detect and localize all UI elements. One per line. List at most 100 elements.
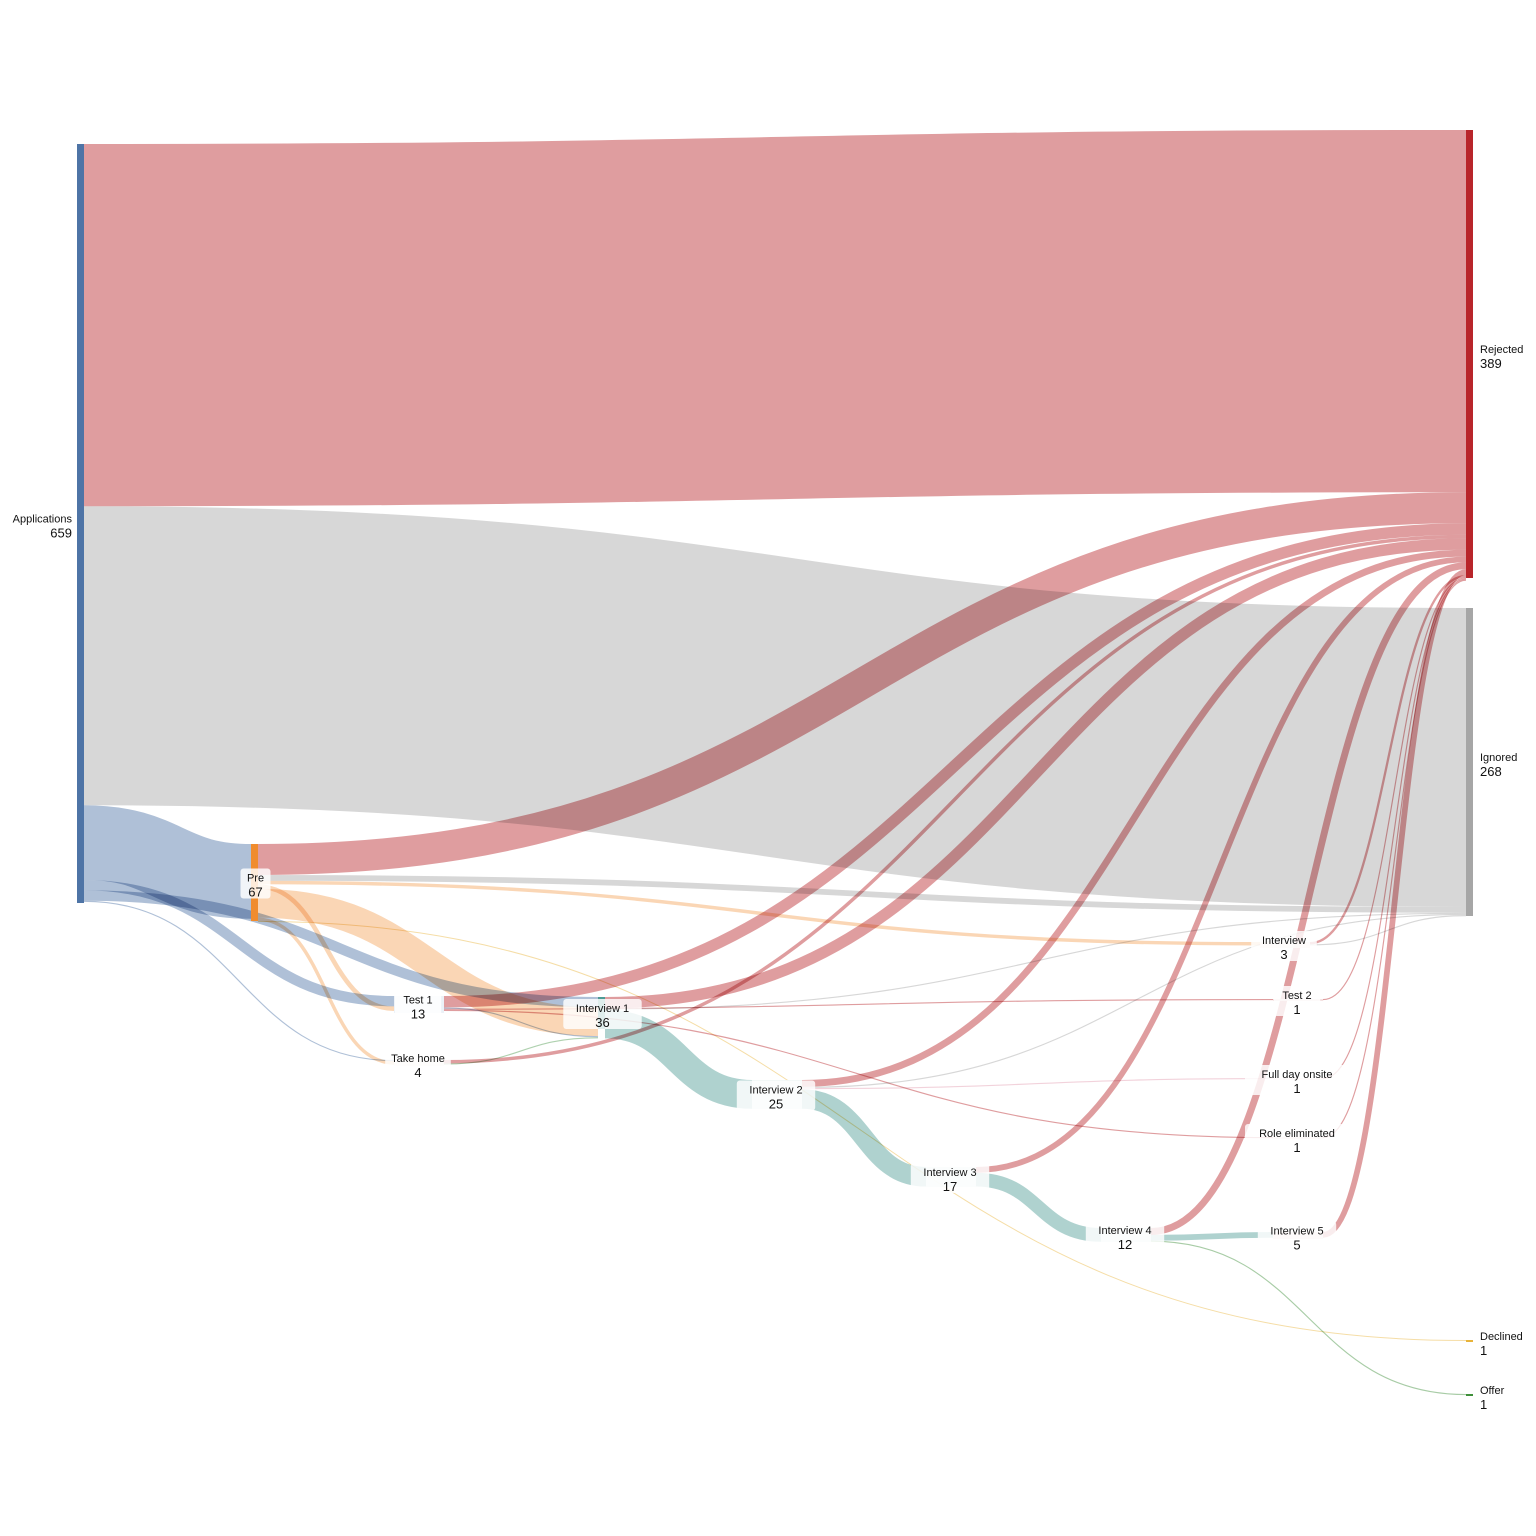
- node-name-roleelim: Role eliminated: [1259, 1128, 1335, 1140]
- node-declined[interactable]: [1466, 1340, 1473, 1342]
- node-rejected[interactable]: [1466, 130, 1473, 578]
- link-applications-to-rejected: [83, 130, 1467, 507]
- link-applications-to-ignored: [83, 506, 1467, 907]
- link-test1-to-rejected: [443, 523, 1467, 1008]
- node-value-test1: 13: [411, 1007, 425, 1022]
- node-applications[interactable]: [77, 144, 84, 903]
- node-label-bg-interview4: [1085, 1221, 1165, 1251]
- link-fullday-to-rejected: [1322, 578, 1467, 1080]
- sankey-labels: Applications659Rejected389Ignored268Pre6…: [13, 344, 1524, 1412]
- link-interview3-to-interview4: [975, 1172, 1102, 1242]
- node-label-bg-interview3: [910, 1163, 990, 1193]
- node-name-pre: Pre: [247, 873, 264, 885]
- node-label-bg-roleelim: [1245, 1124, 1349, 1154]
- node-label-bg-test2: [1273, 986, 1321, 1016]
- node-label-bg-test1: [394, 990, 442, 1021]
- link-pre-to-takehome: [257, 917, 395, 1065]
- link-interview4-to-interview5: [1150, 1232, 1274, 1241]
- node-name-declined: Declined: [1480, 1331, 1523, 1343]
- node-value-rejected: 389: [1480, 356, 1502, 371]
- node-name-rejected: Rejected: [1480, 344, 1523, 356]
- node-value-declined: 1: [1480, 1343, 1487, 1358]
- node-label-bg-fullday: [1245, 1065, 1349, 1095]
- node-value-interview2: 25: [769, 1097, 783, 1112]
- node-label-bg-interview5: [1257, 1221, 1337, 1252]
- node-name-takehome: Take home: [391, 1053, 445, 1065]
- link-test2-to-rejected: [1322, 577, 1467, 1001]
- node-value-interview: 3: [1280, 947, 1287, 962]
- link-pre-to-interview: [257, 880, 1261, 946]
- link-interview2-to-ignored: [801, 913, 1467, 1089]
- node-label-interview1: Interview 136: [563, 999, 642, 1030]
- link-interview5-to-rejected: [1322, 569, 1467, 1238]
- node-label-test2: Test 21: [1273, 986, 1321, 1017]
- link-applications-to-pre: [83, 805, 252, 919]
- node-value-interview5: 5: [1293, 1238, 1300, 1253]
- link-interview-to-ignored: [1309, 915, 1467, 946]
- link-interview4-to-rejected: [1150, 562, 1467, 1235]
- node-ignored[interactable]: [1466, 608, 1473, 916]
- node-label-test1: Test 113: [394, 990, 442, 1022]
- node-value-applications: 659: [50, 526, 72, 541]
- node-label-bg-interview1: [563, 999, 642, 1029]
- node-name-fullday: Full day onsite: [1262, 1069, 1333, 1081]
- node-name-interview3: Interview 3: [923, 1167, 976, 1179]
- link-interview4-to-offer: [1150, 1240, 1467, 1396]
- node-label-bg-takehome: [385, 1049, 451, 1079]
- node-name-interview5: Interview 5: [1270, 1226, 1323, 1238]
- node-value-pre: 67: [248, 885, 262, 900]
- node-name-test2: Test 2: [1282, 990, 1311, 1002]
- node-value-interview1: 36: [595, 1015, 609, 1030]
- node-label-interview3: Interview 317: [910, 1163, 990, 1194]
- node-name-ignored: Ignored: [1480, 752, 1517, 764]
- link-takehome-to-interview1: [443, 1037, 599, 1065]
- node-label-interview2: Interview 225: [736, 1080, 816, 1112]
- node-label-interview4: Interview 412: [1085, 1221, 1165, 1252]
- node-value-ignored: 268: [1480, 764, 1502, 779]
- node-value-offer: 1: [1480, 1397, 1487, 1412]
- link-interview-to-rejected: [1309, 575, 1467, 945]
- node-offer[interactable]: [1466, 1394, 1473, 1396]
- node-name-applications: Applications: [13, 514, 73, 526]
- link-interview2-to-rejected: [801, 549, 1467, 1087]
- node-label-bg-pre: [240, 868, 271, 899]
- node-value-interview3: 17: [943, 1179, 957, 1194]
- node-name-interview2: Interview 2: [749, 1085, 802, 1097]
- node-value-test2: 1: [1293, 1002, 1300, 1017]
- link-pre-to-interview1: [257, 888, 599, 1037]
- node-value-takehome: 4: [414, 1065, 421, 1080]
- node-name-interview: Interview: [1262, 935, 1306, 947]
- link-roleelim-to-rejected: [1322, 579, 1467, 1139]
- node-label-bg-interview: [1251, 931, 1317, 961]
- sankey-links: [83, 130, 1467, 1396]
- link-interview3-to-rejected: [975, 556, 1467, 1173]
- link-pre-to-ignored: [257, 875, 1467, 913]
- link-applications-to-test1: [83, 880, 395, 1007]
- node-value-interview4: 12: [1118, 1237, 1132, 1252]
- link-pre-to-rejected: [257, 492, 1467, 876]
- node-name-test1: Test 1: [403, 995, 432, 1007]
- node-name-interview4: Interview 4: [1098, 1225, 1151, 1237]
- node-name-offer: Offer: [1480, 1385, 1505, 1397]
- node-name-interview1: Interview 1: [576, 1003, 629, 1015]
- link-interview1-to-rejected: [604, 538, 1467, 1009]
- node-label-interview5: Interview 55: [1257, 1221, 1337, 1253]
- link-applications-to-takehome: [83, 900, 395, 1062]
- node-value-fullday: 1: [1293, 1081, 1300, 1096]
- link-interview1-to-interview2: [604, 1009, 753, 1109]
- node-value-roleelim: 1: [1293, 1140, 1300, 1155]
- node-label-bg-interview2: [736, 1080, 816, 1111]
- link-interview2-to-fullday: [801, 1077, 1274, 1090]
- link-interview2-to-interview3: [801, 1089, 927, 1187]
